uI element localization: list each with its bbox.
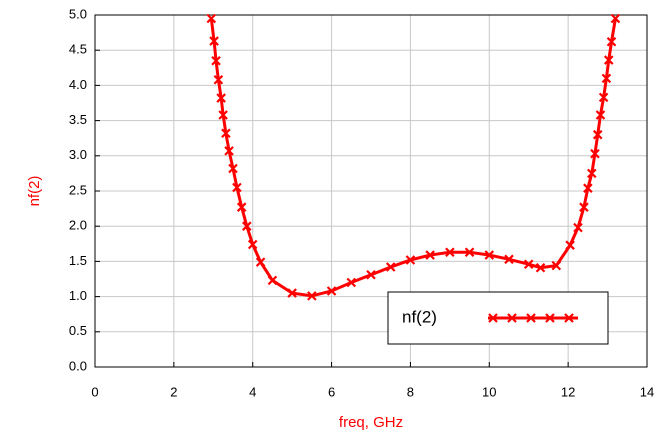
y-tick-label: 4.5 (69, 42, 87, 57)
marker (307, 291, 317, 301)
marker (242, 221, 252, 231)
marker (523, 259, 534, 269)
marker (587, 168, 597, 179)
marker (221, 128, 231, 139)
marker (218, 110, 228, 120)
marker (551, 260, 562, 271)
x-tick-label: 12 (561, 384, 575, 399)
marker (346, 277, 357, 288)
x-axis-label: freq, GHz (339, 414, 403, 431)
marker (216, 93, 226, 103)
x-tick-label: 0 (91, 384, 98, 399)
marker (504, 254, 514, 265)
y-tick-label: 1.0 (69, 288, 87, 303)
marker (595, 110, 606, 120)
marker (601, 73, 612, 84)
y-tick-label: 4.0 (69, 77, 87, 92)
marker (484, 250, 495, 260)
x-tick-label: 4 (249, 384, 256, 399)
legend-label: nf(2) (402, 307, 437, 326)
marker (232, 182, 242, 193)
legend-marker (526, 313, 536, 323)
marker (385, 262, 396, 272)
marker (326, 286, 337, 296)
marker (592, 129, 603, 140)
y-tick-label: 5.0 (69, 6, 87, 21)
marker (590, 148, 600, 159)
y-tick-label: 0.5 (69, 323, 87, 338)
series-line (209, 18, 617, 298)
marker (247, 239, 258, 250)
marker (224, 146, 234, 156)
y-tick-label: 3.0 (69, 147, 87, 162)
x-tick-label: 10 (482, 384, 496, 399)
x-tick-label: 2 (170, 384, 177, 399)
marker (287, 288, 297, 298)
y-tick-label: 0.0 (69, 358, 87, 373)
marker (425, 250, 435, 260)
marker (236, 202, 247, 212)
marker (583, 183, 593, 193)
x-tick-label: 14 (640, 384, 654, 399)
marker (267, 275, 278, 286)
marker (464, 247, 475, 258)
marker (598, 92, 609, 103)
x-tick-label: 6 (328, 384, 335, 399)
marker (206, 13, 217, 24)
marker (228, 163, 238, 174)
marker (366, 269, 376, 280)
legend-marker (507, 313, 517, 323)
y-tick-label: 2.0 (69, 218, 87, 233)
marker (565, 240, 575, 250)
marker (445, 247, 455, 258)
marker (405, 255, 416, 265)
legend-marker (488, 313, 498, 323)
y-axis-label: nf(2) (26, 176, 43, 207)
marker (603, 55, 614, 65)
marker (211, 55, 221, 66)
marker (573, 222, 583, 233)
y-tick-label: 3.5 (69, 112, 87, 127)
marker (255, 257, 266, 267)
marker (610, 13, 621, 24)
marker (213, 74, 224, 85)
legend-marker (564, 313, 574, 323)
marker (606, 36, 617, 47)
marker (579, 202, 589, 212)
y-tick-label: 1.5 (69, 253, 87, 268)
legend-marker (545, 313, 555, 323)
y-tick-label: 2.5 (69, 182, 87, 197)
marker (535, 262, 546, 273)
x-tick-label: 8 (407, 384, 414, 399)
marker (209, 36, 219, 46)
